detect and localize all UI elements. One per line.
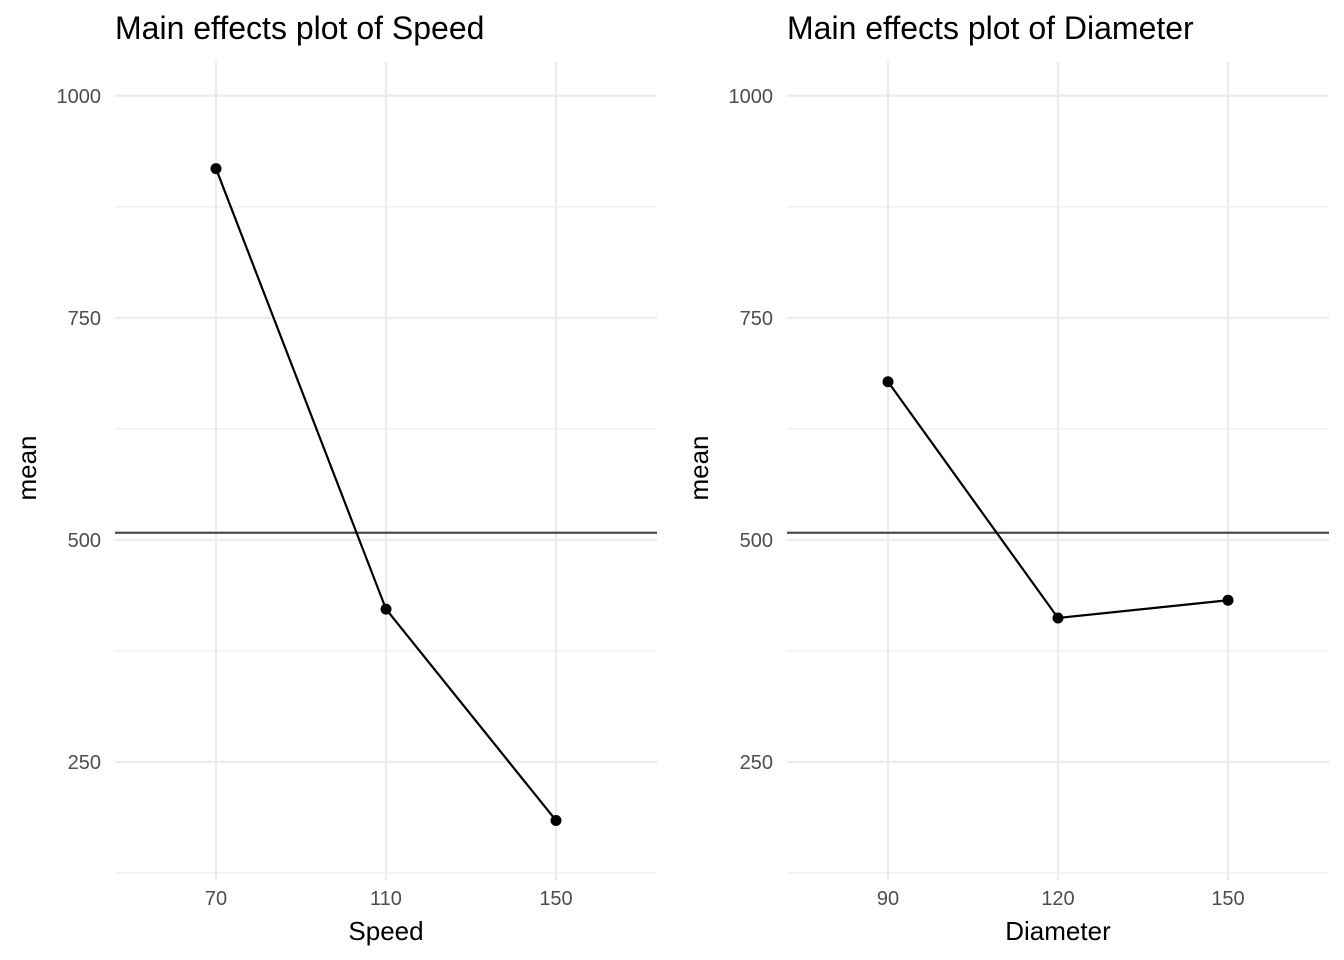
x-tick-label: 150 [539,888,572,910]
x-tick-labels: 90 120 150 [877,888,1245,910]
data-point [1222,594,1234,606]
chart-title: Main effects plot of Speed [115,10,484,46]
chart-title: Main effects plot of Diameter [787,10,1194,46]
y-axis-title: mean [12,435,42,500]
speed-panel: Main effects plot of Speed 250 500 750 1000… [12,10,657,946]
diameter-panel: Main effects plot of Diameter 250 500 750 1… [684,10,1329,946]
data-point [210,163,222,175]
series [210,163,562,826]
y-tick-label: 1000 [57,86,102,108]
y-tick-label: 250 [68,752,101,774]
y-axis-title: mean [684,435,714,500]
data-point [1052,612,1064,624]
x-tick-label: 120 [1041,888,1074,910]
x-tick-labels: 70 110 150 [205,888,573,910]
grid [115,62,657,880]
data-point [380,603,392,615]
x-axis-title: Speed [348,916,423,946]
y-tick-label: 250 [740,752,773,774]
y-tick-labels: 250 500 750 1000 [57,86,102,774]
x-axis-title: Diameter [1005,916,1111,946]
y-tick-label: 750 [740,308,773,330]
x-tick-label: 110 [370,888,402,910]
x-tick-label: 90 [877,888,899,910]
x-tick-label: 70 [205,888,227,910]
y-tick-label: 500 [740,530,773,552]
y-tick-labels: 250 500 750 1000 [729,86,774,774]
data-point [550,814,562,826]
y-tick-label: 500 [68,530,101,552]
x-tick-label: 150 [1211,888,1244,910]
grid [787,62,1329,880]
data-point [882,376,894,388]
series [882,376,1234,624]
y-tick-label: 750 [68,308,101,330]
y-tick-label: 1000 [729,86,774,108]
